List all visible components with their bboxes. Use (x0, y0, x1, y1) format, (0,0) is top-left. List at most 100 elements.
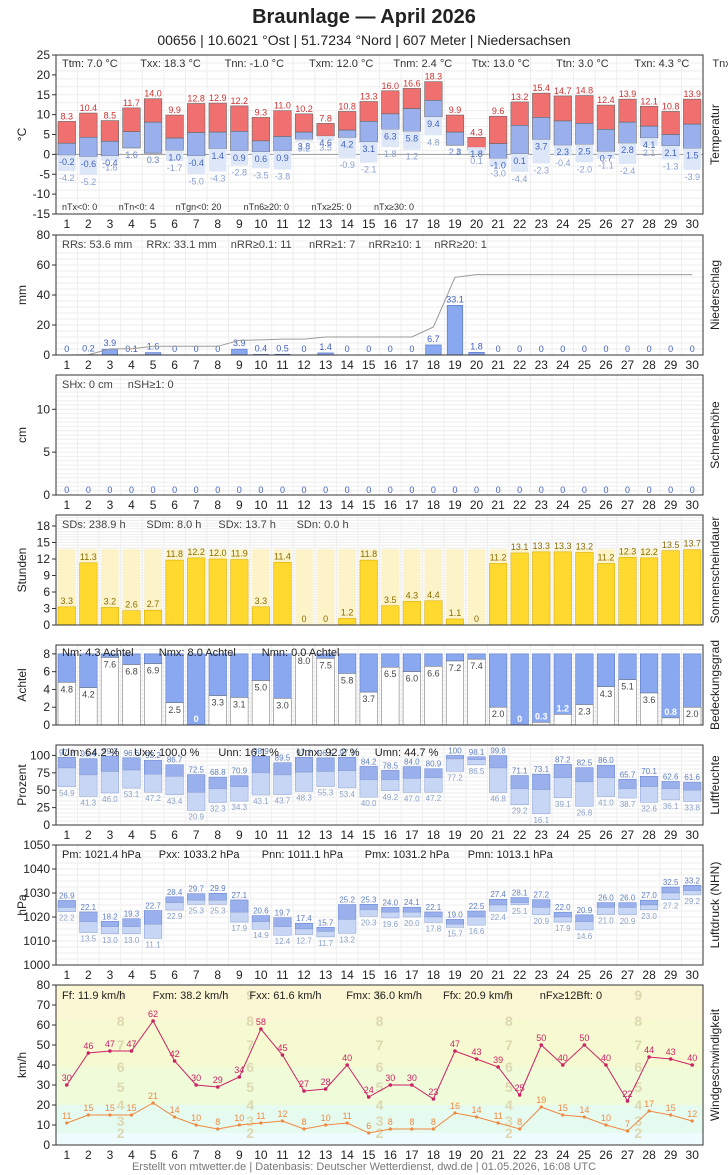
possible-sunshine-bar (295, 549, 313, 625)
x-tick-label: 6 (171, 217, 178, 231)
humidity-min-label: 47.2 (145, 794, 161, 803)
beaufort-number: 3 (376, 1113, 384, 1129)
x-tick-label: 18 (427, 498, 441, 512)
tmax-bar (187, 103, 206, 133)
gust-label: 30 (191, 1073, 201, 1083)
humidity-min-label: 32.3 (210, 805, 226, 814)
plot-border (55, 374, 704, 496)
cloud-label: 2.0 (492, 709, 505, 719)
x-tick-label: 11 (276, 358, 289, 372)
pressure-min-bar (381, 911, 400, 919)
tmin-ground-bar (575, 144, 594, 163)
humidity-min-bar (402, 778, 421, 793)
mean-wind-label: 8 (215, 1117, 220, 1127)
precip-label: 0 (172, 344, 177, 354)
gust-label: 30 (385, 1073, 395, 1083)
precip-label: 0 (690, 344, 695, 354)
humidity-min-label: 53.1 (124, 790, 140, 799)
panel-side-label: Luftdruck (NHN) (708, 862, 722, 949)
pressure-max-label: 20.6 (253, 907, 269, 916)
tmax-label: 4.3 (470, 127, 483, 137)
humidity-min-bar (575, 781, 594, 807)
humidity-min-bar (230, 786, 249, 802)
pressure-min-bar (251, 921, 270, 930)
pressure-min-label: 17.9 (232, 924, 248, 933)
pressure-min-label: 16.6 (469, 927, 485, 936)
tground-label: 1.2 (406, 152, 419, 162)
pressure-min-bar (445, 923, 465, 928)
pressure-min-bar (489, 904, 508, 912)
x-tick-label: 5 (150, 358, 157, 372)
sunshine-label: 4.3 (406, 590, 419, 600)
mean-wind-point (453, 1111, 457, 1115)
x-tick-label: 9 (236, 498, 243, 512)
x-tick-label: 27 (621, 498, 635, 512)
precip-label: 0 (560, 344, 565, 354)
sunshine-label: 13.3 (554, 541, 572, 551)
x-tick-label: 22 (513, 828, 527, 842)
x-tick-label: 10 (254, 217, 268, 231)
tmin-ground-bar (208, 148, 227, 172)
mean-wind-label: 15 (83, 1103, 93, 1113)
x-tick-label: 23 (535, 358, 549, 372)
mean-wind-label: 17 (644, 1099, 654, 1109)
tmax-bar (618, 98, 637, 123)
beaufort-number: 5 (634, 1079, 642, 1095)
x-tick-label: 12 (297, 1148, 311, 1162)
x-tick-label: 18 (427, 828, 441, 842)
possible-sunshine-bar (338, 549, 356, 625)
beaufort-number: 2 (117, 1125, 125, 1141)
precip-label: 0 (409, 344, 414, 354)
x-tick-label: 29 (664, 358, 678, 372)
x-tick-label: 21 (491, 968, 505, 982)
sunshine-bar (273, 562, 292, 626)
x-tick-label: 4 (128, 1148, 135, 1162)
panel-side-label: Niederschlag (708, 260, 722, 330)
pressure-max-label: 27.2 (533, 891, 549, 900)
y-axis-label: °C (15, 127, 29, 141)
gust-point (259, 1027, 263, 1031)
sunshine-bar (532, 551, 551, 626)
sunshine-bar (424, 600, 443, 626)
tmin-label: 2.8 (621, 145, 634, 155)
x-tick-label: 30 (686, 968, 700, 982)
humidity-max-bar (683, 781, 702, 791)
tmin-ground-bar (554, 145, 572, 156)
cloud-bar (445, 653, 465, 662)
pressure-max-bar (294, 922, 314, 930)
gust-point (453, 1049, 457, 1053)
x-tick-label: 12 (297, 968, 311, 982)
sunshine-label: 0 (474, 614, 479, 624)
y-tick-label: 20 (37, 318, 51, 332)
mean-wind-label: 6 (366, 1121, 371, 1131)
snow-label: 0 (668, 485, 673, 495)
sunshine-label: 12.2 (640, 547, 658, 557)
possible-sunshine-bar (316, 549, 335, 625)
stat-label: Unn: 16.1 % (218, 747, 279, 759)
snow-label: 0 (129, 485, 134, 495)
tmin-ground-bar (597, 151, 615, 159)
cloud-bar (618, 653, 637, 680)
x-tick-label: 25 (578, 217, 592, 231)
pressure-min-label: 17.9 (555, 924, 571, 933)
x-tick-label: 6 (171, 1148, 178, 1162)
cloud-label: 4.8 (61, 684, 74, 694)
pressure-max-label: 22.1 (81, 903, 97, 912)
x-tick-label: 15 (362, 968, 376, 982)
x-tick-label: 21 (491, 828, 505, 842)
tmean-bar (445, 131, 465, 146)
tmax-label: 8.5 (104, 111, 117, 121)
precip-label: 0.4 (255, 343, 268, 353)
x-tick-label: 7 (193, 828, 200, 842)
x-tick-label: 21 (491, 217, 505, 231)
tmax-label: 12.9 (209, 93, 227, 103)
pressure-min-bar (640, 904, 659, 911)
tmin-ground-bar (187, 155, 205, 175)
x-tick-label: 22 (513, 1148, 527, 1162)
precip-bar (231, 348, 248, 356)
tmean-bar (359, 121, 378, 143)
tmean-bar (532, 117, 551, 140)
mean-wind-point (237, 1123, 241, 1127)
x-tick-label: 15 (362, 498, 376, 512)
